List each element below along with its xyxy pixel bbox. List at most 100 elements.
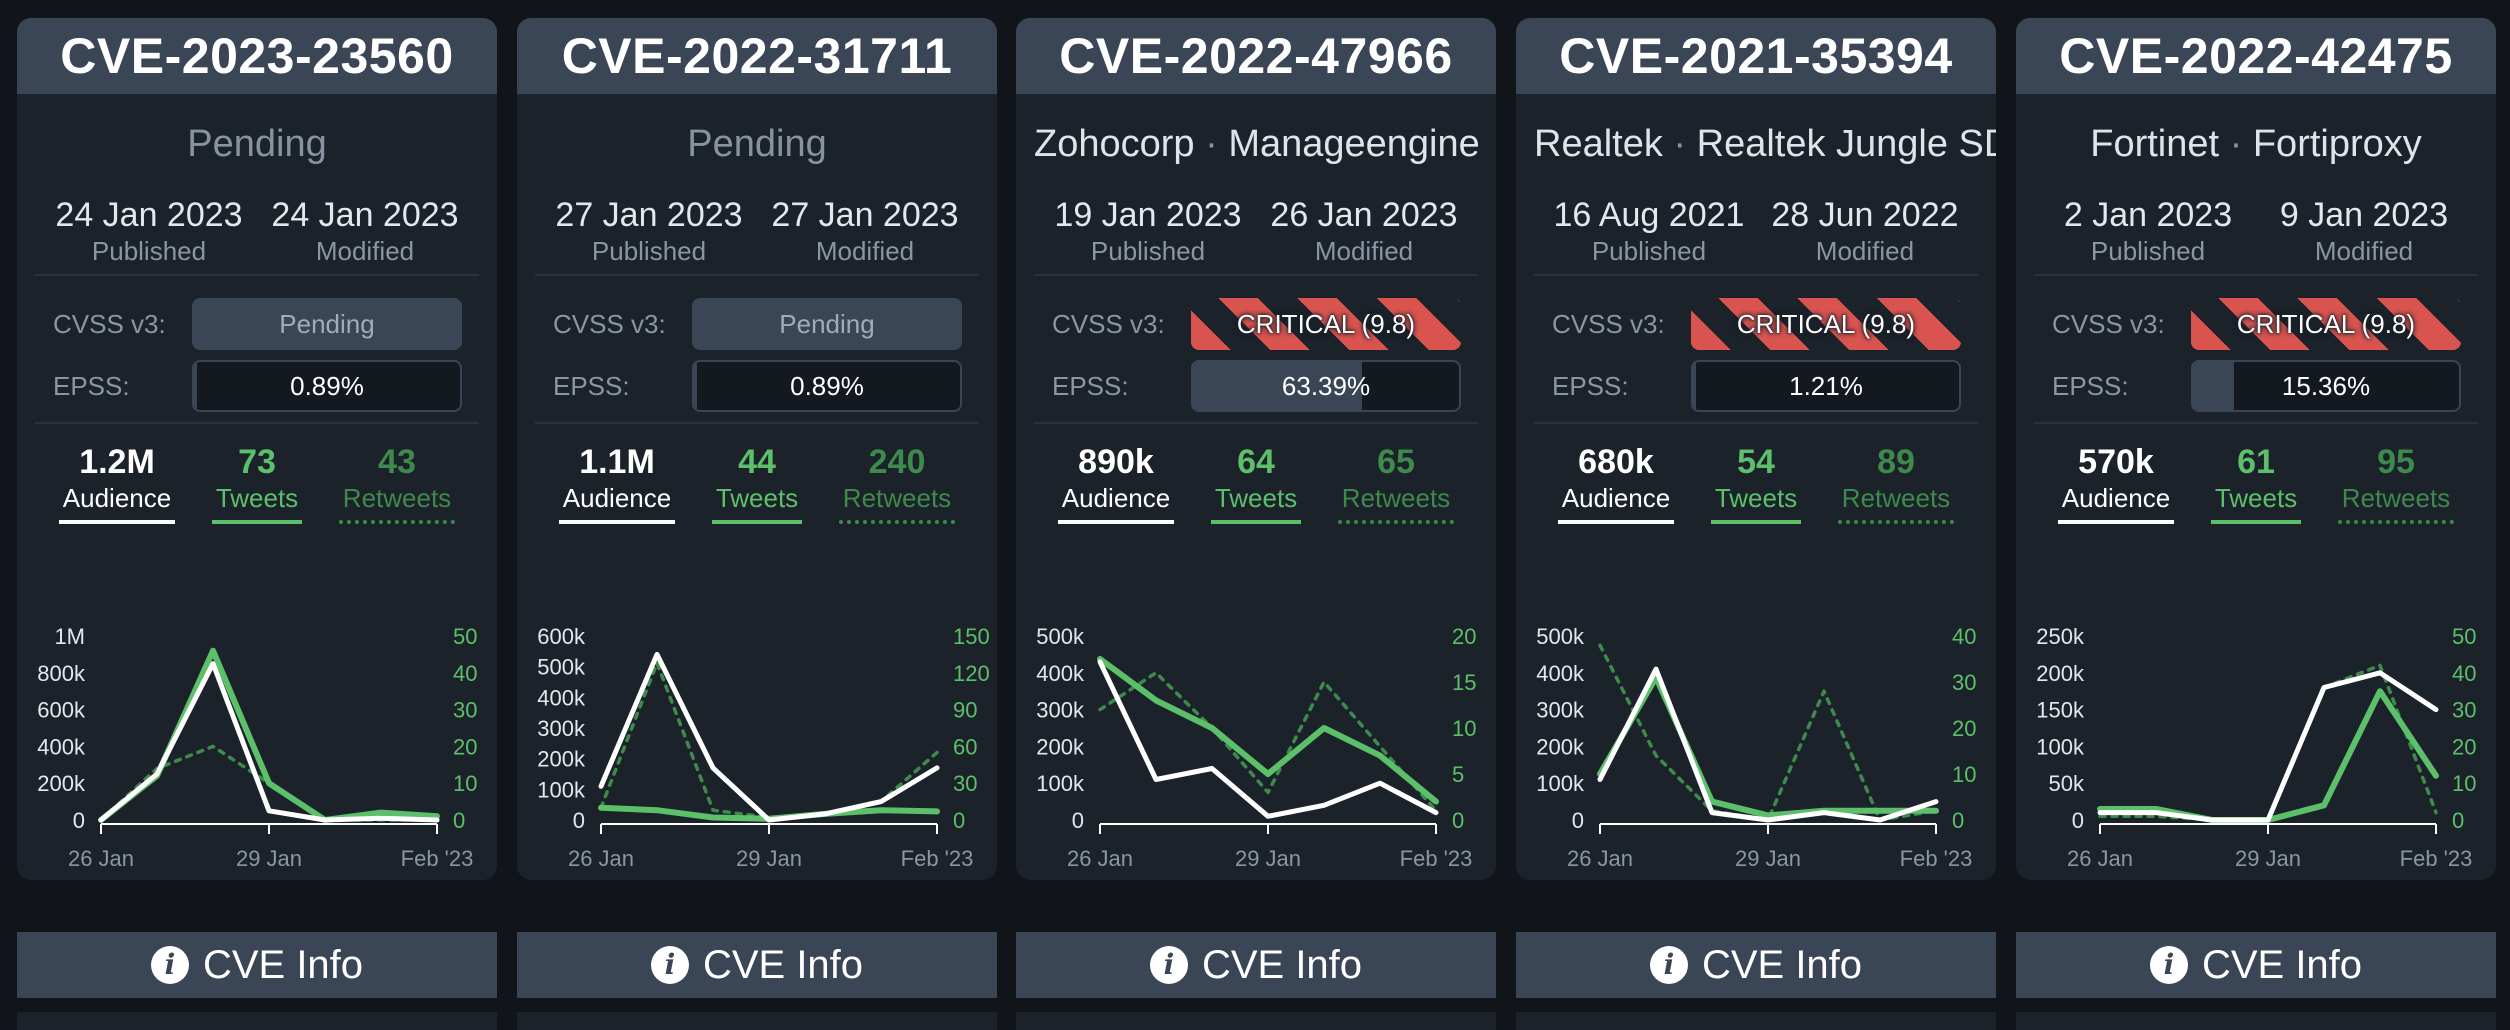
epss-label: EPSS:: [1552, 371, 1629, 401]
y-right-tick: 0: [1452, 808, 1464, 833]
y-left-tick: 200k: [2036, 661, 2085, 686]
tweets-stat[interactable]: 73 Tweets: [197, 442, 317, 554]
audience-stat[interactable]: 1.1M Audience: [557, 442, 677, 554]
tweets-stat[interactable]: 61 Tweets: [2196, 442, 2316, 554]
retweets-series-line: [599, 661, 939, 820]
y-left-tick: 0: [2072, 808, 2084, 833]
tweets-stat[interactable]: 54 Tweets: [1696, 442, 1816, 554]
retweets-value: 43: [378, 443, 416, 481]
cve-info-button[interactable]: i CVE Info: [1016, 932, 1496, 998]
cvss-badge: Pending: [692, 298, 962, 350]
cve-column: CVE-2023-23560 Pending 24 Jan 2023 Publis…: [17, 0, 497, 1030]
y-left-tick: 500k: [1036, 624, 1085, 649]
audience-stat[interactable]: 680k Audience: [1556, 442, 1676, 554]
cvss-value: CRITICAL (9.8): [1736, 309, 1916, 339]
x-tick: 26 Jan: [568, 846, 634, 871]
modified-label: Modified: [2314, 236, 2414, 266]
dates: 2 Jan 2023 Published 9 Jan 2023 Modified: [2016, 182, 2496, 274]
tweets-label: Tweets: [1210, 482, 1302, 524]
y-left-tick: 100k: [537, 777, 586, 802]
audience-value: 570k: [2078, 443, 2154, 481]
x-tick: Feb '23: [1900, 846, 1973, 871]
tweets-stat[interactable]: 44 Tweets: [697, 442, 817, 554]
y-left-tick: 250k: [2036, 624, 2085, 649]
tweets-value: 44: [738, 443, 776, 481]
published-date: 24 Jan 2023 Published: [55, 182, 242, 274]
vendor-name: Pending: [187, 123, 327, 165]
y-left-tick: 400k: [537, 685, 586, 710]
audience-label: Audience: [1557, 482, 1675, 524]
tweets-series-line: [1097, 656, 1439, 805]
y-left-tick: 500k: [1536, 624, 1585, 649]
product-name: Manageengine: [1228, 123, 1480, 165]
epss-label: EPSS:: [1052, 371, 1129, 401]
cve-info-label: CVE Info: [1201, 942, 1363, 987]
tweets-value: 61: [2237, 443, 2275, 481]
retweets-value: 89: [1877, 443, 1915, 481]
y-right-tick: 30: [953, 771, 977, 796]
cve-id[interactable]: CVE-2021-35394: [1516, 18, 1996, 94]
tweets-series-line: [98, 647, 440, 823]
cve-id[interactable]: CVE-2023-23560: [17, 18, 497, 94]
y-left-tick: 500k: [537, 655, 586, 680]
modified-value: 24 Jan 2023: [271, 196, 459, 234]
tweets-stat[interactable]: 64 Tweets: [1196, 442, 1316, 554]
y-left-tick: 0: [1072, 808, 1084, 833]
product-name: Fortiproxy: [2252, 123, 2422, 165]
vendor-name: Fortinet: [2090, 123, 2220, 165]
x-tick: Feb '23: [2400, 846, 2473, 871]
audience-value: 1.1M: [579, 443, 655, 481]
modified-label: Modified: [315, 236, 415, 266]
retweets-stat[interactable]: 240 Retweets: [837, 442, 957, 554]
x-tick: 26 Jan: [1567, 846, 1633, 871]
y-right-tick: 20: [1952, 716, 1976, 741]
audience-label: Audience: [558, 482, 676, 524]
activity-chart: 0 200k 400k 600k 800k 1M 0 10 20 30 40 50 26 Jan 29 J…: [37, 624, 477, 871]
retweets-stat[interactable]: 65 Retweets: [1336, 442, 1456, 554]
epss-bar: 0.89%: [192, 360, 462, 412]
cve-info-button[interactable]: i CVE Info: [517, 932, 997, 998]
cvss-row: CVSS v3: Pending: [17, 298, 497, 360]
retweets-stat[interactable]: 43 Retweets: [337, 442, 457, 554]
cve-info-button[interactable]: i CVE Info: [17, 932, 497, 998]
vendor-name: Realtek: [1534, 123, 1663, 165]
audience-stat[interactable]: 570k Audience: [2056, 442, 2176, 554]
cve-card: CVE-2022-42475 Fortinet · Fortiproxy 2 J…: [2016, 18, 2496, 880]
x-tick: 29 Jan: [2235, 846, 2301, 871]
cve-id[interactable]: CVE-2022-47966: [1016, 18, 1496, 94]
y-right-tick: 10: [2452, 771, 2476, 796]
y-left-tick: 600k: [537, 624, 586, 649]
retweets-stat[interactable]: 95 Retweets: [2336, 442, 2456, 554]
audience-stat[interactable]: 890k Audience: [1056, 442, 1176, 554]
y-right-tick: 30: [2452, 698, 2476, 723]
cvss-badge: CRITICAL (9.8): [1191, 298, 1461, 350]
cvss-value: Pending: [279, 309, 375, 339]
activity-chart: 0 100k 200k 300k 400k 500k 0 5 10 15 20 26 Jan 29 Ja…: [1036, 624, 1476, 871]
retweets-label: Retweets: [838, 482, 956, 524]
cvss-badge: CRITICAL (9.8): [1691, 298, 1961, 350]
cve-info-button[interactable]: i CVE Info: [1516, 932, 1996, 998]
cvss-label: CVSS v3:: [2052, 309, 2165, 339]
cvss-badge: Pending: [192, 298, 462, 350]
y-right-tick: 40: [1952, 624, 1976, 649]
retweets-series-line: [1098, 671, 1438, 813]
cvss-label: CVSS v3:: [53, 309, 166, 339]
cve-card: CVE-2021-35394 Realtek · Realtek Jungle …: [1516, 18, 1996, 880]
retweets-value: 95: [2377, 443, 2415, 481]
y-right-tick: 20: [1452, 624, 1476, 649]
vendor-name: Zohocorp: [1034, 123, 1195, 165]
cve-id[interactable]: CVE-2022-42475: [2016, 18, 2496, 94]
audience-stat[interactable]: 1.2M Audience: [57, 442, 177, 554]
retweets-stat[interactable]: 89 Retweets: [1836, 442, 1956, 554]
x-tick: 26 Jan: [2067, 846, 2133, 871]
cve-card: CVE-2023-23560 Pending 24 Jan 2023 Publis…: [17, 18, 497, 880]
audience-series-line: [98, 661, 440, 823]
cve-info-button[interactable]: i CVE Info: [2016, 932, 2496, 998]
vendor-product: Fortinet · Fortiproxy: [2090, 123, 2422, 165]
next-card-edge: [517, 1012, 997, 1030]
cve-id[interactable]: CVE-2022-31711: [517, 18, 997, 94]
published-value: 2 Jan 2023: [2063, 196, 2233, 234]
y-left-tick: 300k: [1036, 698, 1085, 723]
audience-value: 890k: [1078, 443, 1154, 481]
vendor-product: Pending: [517, 94, 997, 182]
